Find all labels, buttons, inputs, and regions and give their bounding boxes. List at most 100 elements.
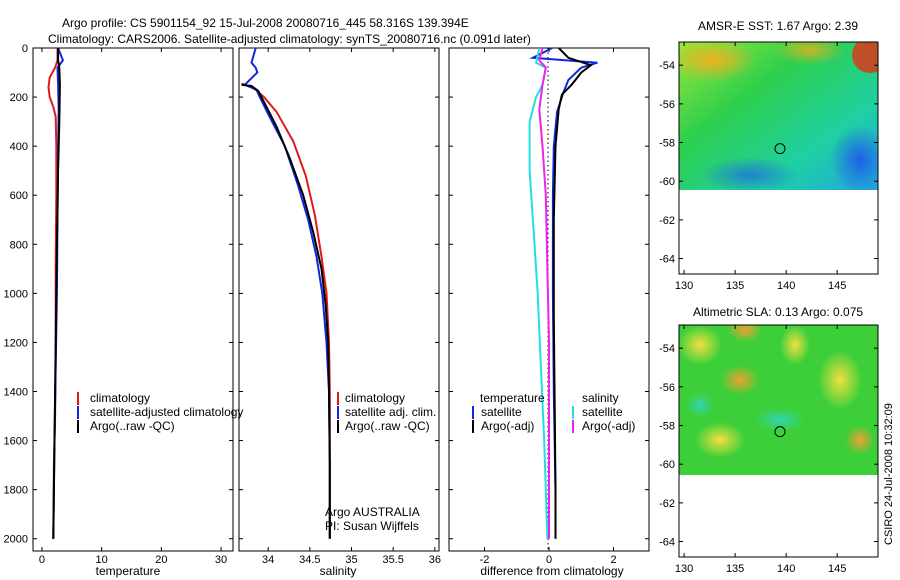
temperature-xtick-label: 0 [39, 554, 45, 566]
temperature-ytick-label: 1600 [4, 436, 28, 448]
legend-label-argo: Argo(..raw -QC) [90, 419, 175, 433]
sst-map-panel: AMSR-E SST: 1.67 Argo: 2.39 130 135 140 145… [659, 19, 879, 292]
salinity-xtick-label: 35 [345, 554, 357, 566]
sst-map-title: AMSR-E SST: 1.67 Argo: 2.39 [698, 19, 858, 33]
annotation-argo-australia: Argo AUSTRALIA [325, 505, 420, 519]
difference-xtick-label: 2 [610, 554, 616, 566]
sla-map-ytick-label: -58 [659, 421, 675, 433]
salinity-xtick-label: 34.5 [299, 554, 320, 566]
difference-xtick-label: 0 [546, 554, 552, 566]
sla-map-xtick-label: 140 [777, 563, 795, 575]
salinity-xlabel: salinity [320, 564, 357, 578]
series-line-satellite-adj-clim- [243, 47, 331, 539]
sst-warm-patch [679, 42, 757, 82]
sla-map-ytick-label: -56 [659, 382, 675, 394]
temperature-ytick-label: 800 [10, 239, 28, 251]
sla-map-xtick-label: 135 [726, 563, 744, 575]
series-line-salinity-satellite [528, 47, 549, 539]
sst-map-ytick-label: -62 [659, 215, 675, 227]
sst-map-ytick-label: -60 [659, 176, 675, 188]
temperature-ytick-label: 400 [10, 141, 28, 153]
sst-map-axes [678, 41, 879, 275]
series-line-climatology [241, 82, 331, 539]
temperature-xtick-label: 20 [155, 554, 167, 566]
salinity-xtick-label: 34 [262, 554, 274, 566]
temperature-ytick-label: 0 [22, 43, 28, 55]
legend-label-satellite: satellite-adjusted climatology [90, 405, 243, 419]
salinity-axes [238, 47, 440, 552]
sla-patch [679, 325, 722, 365]
sla-patch [845, 425, 875, 455]
sla-map-ytick-label: -54 [659, 343, 675, 355]
temperature-xtick-label: 30 [215, 554, 227, 566]
temperature-axes [32, 47, 234, 552]
temperature-ytick-label: 1200 [4, 337, 28, 349]
sst-cold-patch [830, 125, 878, 190]
temperature-legend: climatology satellite-adjusted climatolo… [77, 391, 243, 433]
legend-label-sal-argo: Argo(-adj) [582, 419, 635, 433]
temperature-yticks: 0 200 400 600 800 1000 1200 1400 1600 1800 2000 [4, 43, 649, 546]
sla-patch [686, 393, 714, 417]
title-line-2: Climatology: CARS2006. Satellite-adjuste… [48, 32, 531, 46]
sla-patch [755, 408, 805, 432]
series-line-temperature-argo-adj- [552, 47, 594, 539]
legend-label-sal-satellite: satellite [582, 405, 623, 419]
sla-patch [695, 422, 745, 458]
legend-label-climatology: climatology [90, 391, 150, 405]
sla-heatmap [679, 325, 878, 475]
sst-argo-marker [774, 143, 786, 155]
temperature-ytick-label: 2000 [4, 534, 28, 546]
sst-map-ticks: 130 135 140 145 -54 -56 -58 -60 -62 -64 [659, 42, 878, 292]
sst-map-xtick-label: 140 [777, 280, 795, 292]
sst-map-xtick-label: 145 [828, 280, 846, 292]
sla-patch [720, 365, 760, 395]
legend-label-satellite: satellite adj. clim. [345, 405, 436, 419]
legend-label-climatology: climatology [345, 391, 405, 405]
sst-map-ytick-label: -56 [659, 99, 675, 111]
sla-map-axes [678, 324, 879, 558]
series-line-salinity-argo-adj- [538, 47, 550, 539]
difference-xtick-label: -2 [480, 554, 490, 566]
temperature-xticks: 0 10 20 30 [39, 48, 227, 566]
difference-panel: -2 0 2 difference from climatology tempera… [448, 47, 650, 578]
series-line-temperature-satellite [529, 47, 598, 539]
salinity-xtick-label: 35.5 [382, 554, 403, 566]
series-line-argo-raw-qc- [241, 83, 331, 539]
legend-label-temp-satellite: satellite [481, 405, 522, 419]
title-line-1: Argo profile: CS 5901154_92 15-Jul-2008 … [62, 16, 469, 30]
series-line-argo-raw-qc- [52, 48, 61, 539]
salinity-xtick-label: 36 [429, 554, 441, 566]
sst-map-xtick-label: 135 [726, 280, 744, 292]
sla-argo-marker [774, 426, 786, 438]
salinity-panel: 34 34.5 35 35.5 36 salinity climatology sate… [238, 47, 441, 578]
sla-map-xtick-label: 145 [828, 563, 846, 575]
sst-map-ytick-label: -58 [659, 138, 675, 150]
sst-map-xtick-label: 130 [675, 280, 693, 292]
sst-warm-patch [852, 42, 878, 73]
salinity-xticks: 34 34.5 35 35.5 36 [262, 48, 441, 566]
temperature-xlabel: temperature [96, 564, 161, 578]
sla-patch [780, 325, 810, 365]
annotation-pi: PI: Susan Wijffels [325, 519, 419, 533]
legend-title-salinity: salinity [582, 391, 619, 405]
legend-title-temperature: temperature [480, 391, 545, 405]
sla-map-ticks: 130 135 140 145 -54 -56 -58 -60 -62 -64 [659, 325, 878, 575]
difference-xlabel: difference from climatology [480, 564, 623, 578]
footer-timestamp: CSIRO 24-Jul-2008 10:32:09 [883, 403, 895, 545]
temperature-ytick-label: 200 [10, 92, 28, 104]
legend-label-temp-argo: Argo(-adj) [481, 419, 534, 433]
salinity-lines [241, 47, 331, 539]
sst-map-ytick-label: -64 [659, 254, 675, 266]
difference-xticks: -2 0 2 [480, 48, 617, 566]
sst-warm-patch [775, 42, 845, 65]
difference-lines [528, 47, 598, 539]
difference-legend: temperature satellite Argo(-adj) salinit… [472, 391, 635, 433]
sst-cold-patch [700, 157, 800, 190]
temperature-ytick-label: 1400 [4, 387, 28, 399]
sla-map-ytick-label: -64 [659, 537, 675, 549]
temperature-ytick-label: 1000 [4, 288, 28, 300]
sla-map-xtick-label: 130 [675, 563, 693, 575]
sla-patch [818, 350, 862, 410]
